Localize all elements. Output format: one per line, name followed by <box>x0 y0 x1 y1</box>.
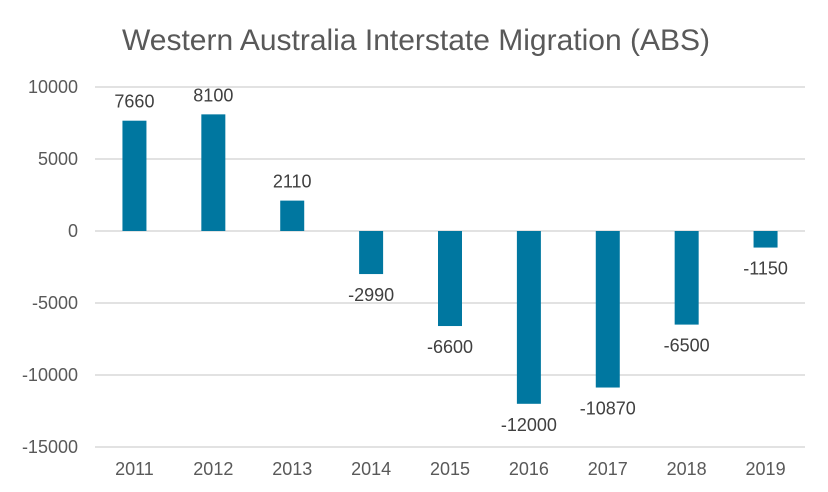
chart-title: Western Australia Interstate Migration (… <box>122 24 710 57</box>
bars <box>122 114 778 404</box>
data-label: -10870 <box>580 399 636 419</box>
y-tick-label: 0 <box>68 221 78 241</box>
bar-2016 <box>516 231 541 404</box>
x-tick-label: 2018 <box>667 459 707 479</box>
data-label: 2110 <box>273 172 312 192</box>
x-tick-label: 2011 <box>115 459 154 479</box>
bar-2012 <box>201 114 226 231</box>
bar-2017 <box>595 231 620 388</box>
bar-2015 <box>438 231 462 327</box>
bar-2011 <box>122 120 147 231</box>
x-axis-ticks: 2011 2012 2013 2014 2015 2016 2017 2018 2019 <box>115 459 785 479</box>
x-tick-label: 2019 <box>746 459 786 479</box>
x-tick-label: 2015 <box>430 459 470 479</box>
y-tick-label: -10000 <box>22 365 78 385</box>
y-tick-label: -5000 <box>32 293 78 313</box>
x-tick-label: 2016 <box>509 459 549 479</box>
data-label: -12000 <box>501 415 557 435</box>
data-label: 7660 <box>114 92 154 112</box>
data-label: -6500 <box>664 336 710 356</box>
bar-2014 <box>359 231 384 275</box>
data-label: -2990 <box>348 285 394 305</box>
x-tick-label: 2017 <box>588 459 628 479</box>
y-axis-ticks: 10000 5000 0 -5000 -10000 -15000 <box>22 77 78 457</box>
bar-2013 <box>280 200 305 231</box>
x-tick-label: 2012 <box>193 459 233 479</box>
bar-2019 <box>753 231 778 248</box>
data-label: 8100 <box>193 85 233 105</box>
x-tick-label: 2013 <box>272 459 312 479</box>
data-labels: 7660 8100 2110 -2990 -6600 -12000 -10870 -6500 -… <box>114 85 787 434</box>
bar-2018 <box>674 231 699 325</box>
y-tick-label: 10000 <box>28 77 78 97</box>
x-tick-label: 2014 <box>351 459 391 479</box>
data-label: -6600 <box>427 337 473 357</box>
data-label: -1150 <box>743 259 788 279</box>
y-tick-label: -15000 <box>22 437 78 457</box>
y-tick-label: 5000 <box>38 149 78 169</box>
